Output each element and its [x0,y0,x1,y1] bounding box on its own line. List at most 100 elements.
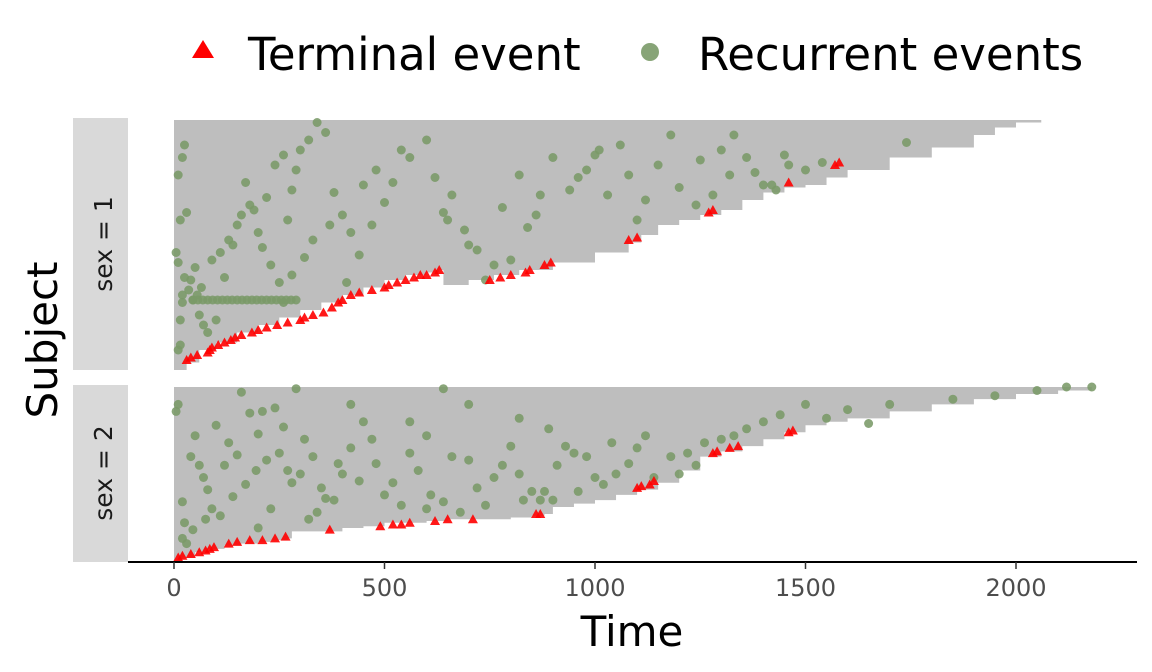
recurrent-event-point [300,253,309,262]
recurrent-event-point [232,450,242,460]
recurrent-event-point [173,399,183,409]
recurrent-event-point [801,399,810,409]
recurrent-event-point [329,188,339,197]
recurrent-event-point [354,250,364,260]
recurrent-event-point [607,438,617,448]
terminal-event-point [379,282,390,292]
recurrent-event-point [822,413,831,423]
recurrent-event-point [308,235,318,245]
recurrent-event-point [472,245,482,255]
recurrent-event-point [270,160,280,170]
recurrent-event-point [224,438,234,448]
recurrent-event-point [211,420,221,430]
recurrent-event-point [535,190,545,200]
legend-terminal-triangle-icon [192,40,214,58]
terminal-event-point [539,260,550,269]
recurrent-event-point [455,507,465,517]
recurrent-event-point [388,178,398,187]
recurrent-event-point [173,170,183,180]
recurrent-event-point [367,434,377,444]
recurrent-event-point [262,455,272,465]
terminal-event-point [324,524,335,534]
x-axis-title: Time [580,607,684,656]
recurrent-event-point [194,310,204,320]
recurrent-event-point [674,183,684,192]
recurrent-event-point [337,469,347,479]
terminal-event-point [236,330,247,339]
x-tick-label: 500 [362,574,408,602]
recurrent-event-point [531,210,541,220]
recurrent-event-point [683,448,693,458]
recurrent-event-point [405,448,415,458]
recurrent-event-point [308,452,318,462]
terminal-event-point [230,332,241,342]
recurrent-event-point [211,315,221,325]
strip-label-sex-2: sex = 2 [89,425,118,521]
recurrent-event-point [742,153,752,162]
recurrent-event-point [1062,382,1071,392]
terminal-event-point [383,280,394,289]
recurrent-event-point [304,514,314,524]
recurrent-event-point [321,493,331,503]
recurrent-event-point [489,260,499,270]
recurrent-event-point [506,255,516,265]
x-tick-label: 1500 [775,574,836,602]
recurrent-event-point [175,340,185,350]
recurrent-event-point [190,431,200,441]
recurrent-event-point [716,434,726,444]
recurrent-event-point [422,431,432,441]
recurrent-event-point [177,153,187,162]
recurrent-event-point [249,205,259,215]
recurrent-event-point [447,190,457,200]
terminal-event-point [430,515,441,525]
recurrent-event-point [569,448,579,458]
recurrent-event-point [565,185,575,195]
recurrent-event-point [262,193,272,202]
recurrent-event-point [321,128,331,137]
recurrent-event-point [287,270,297,280]
recurrent-event-point [405,153,415,162]
terminal-event-point [421,270,432,279]
recurrent-event-point [241,178,251,187]
panel-sex-1 [171,118,1042,370]
recurrent-event-point [527,486,537,496]
recurrent-event-point [177,290,187,300]
terminal-event-point [648,475,659,485]
recurrent-event-point [590,473,600,482]
terminal-event-point [707,205,718,214]
recurrent-event-point [291,384,301,394]
recurrent-event-point [1032,386,1042,395]
recurrent-event-point [300,434,309,444]
recurrent-event-point [190,263,200,272]
recurrent-event-point [666,130,676,140]
terminal-event-point [783,177,794,187]
terminal-event-point [829,160,840,169]
terminal-event-point [181,355,192,364]
recurrent-event-point [304,135,314,145]
terminal-event-point [834,157,845,167]
recurrent-event-point [573,486,583,496]
recurrent-event-point [716,145,726,155]
terminal-event-point [484,275,495,284]
recurrent-event-point [464,240,474,250]
recurrent-event-point [342,278,352,287]
terminal-event-point [253,325,264,334]
recurrent-event-point [177,533,187,543]
recurrent-event-point [481,500,490,510]
recurrent-event-point [337,210,347,220]
legend-recurrent-circle-icon [641,43,659,61]
recurrent-event-point [215,248,225,257]
terminal-event-point [733,441,744,451]
recurrent-event-point [380,490,389,500]
recurrent-event-point [438,497,448,507]
recurrent-event-point [948,394,958,404]
recurrent-event-point [186,452,196,462]
recurrent-event-point [346,443,356,453]
recurrent-event-point [725,170,735,180]
recurrent-event-point [742,424,752,434]
recurrent-event-point [603,190,613,200]
recurrent-event-point [295,469,305,479]
terminal-event-point [415,270,426,279]
terminal-event-point [337,295,348,304]
terminal-event-point [400,275,411,284]
